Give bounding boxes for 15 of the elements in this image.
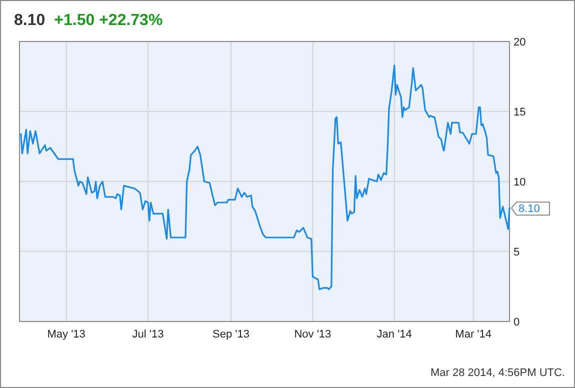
- y-tick-label: 20: [514, 36, 526, 48]
- chart-subtitle: +1.50 +22.73%: [54, 12, 163, 29]
- x-tick-label: Jul '13: [132, 328, 164, 340]
- x-tick-label: Jan '14: [376, 328, 412, 340]
- x-tick-label: Mar '14: [455, 328, 492, 340]
- text: Mar 28 2014, 4:56PM UTC.: [430, 367, 565, 379]
- y-tick-label: 15: [514, 106, 526, 118]
- y-tick-label: 10: [514, 176, 526, 188]
- x-tick-label: Nov '13: [294, 328, 332, 340]
- annotation: 8.10: [518, 203, 540, 216]
- x-tick-label: May '13: [47, 328, 86, 340]
- y-tick-label: 0: [514, 316, 520, 328]
- x-tick-label: Sep '13: [212, 328, 250, 340]
- y-tick-label: 5: [514, 246, 520, 258]
- chart-title: 8.10: [14, 12, 46, 29]
